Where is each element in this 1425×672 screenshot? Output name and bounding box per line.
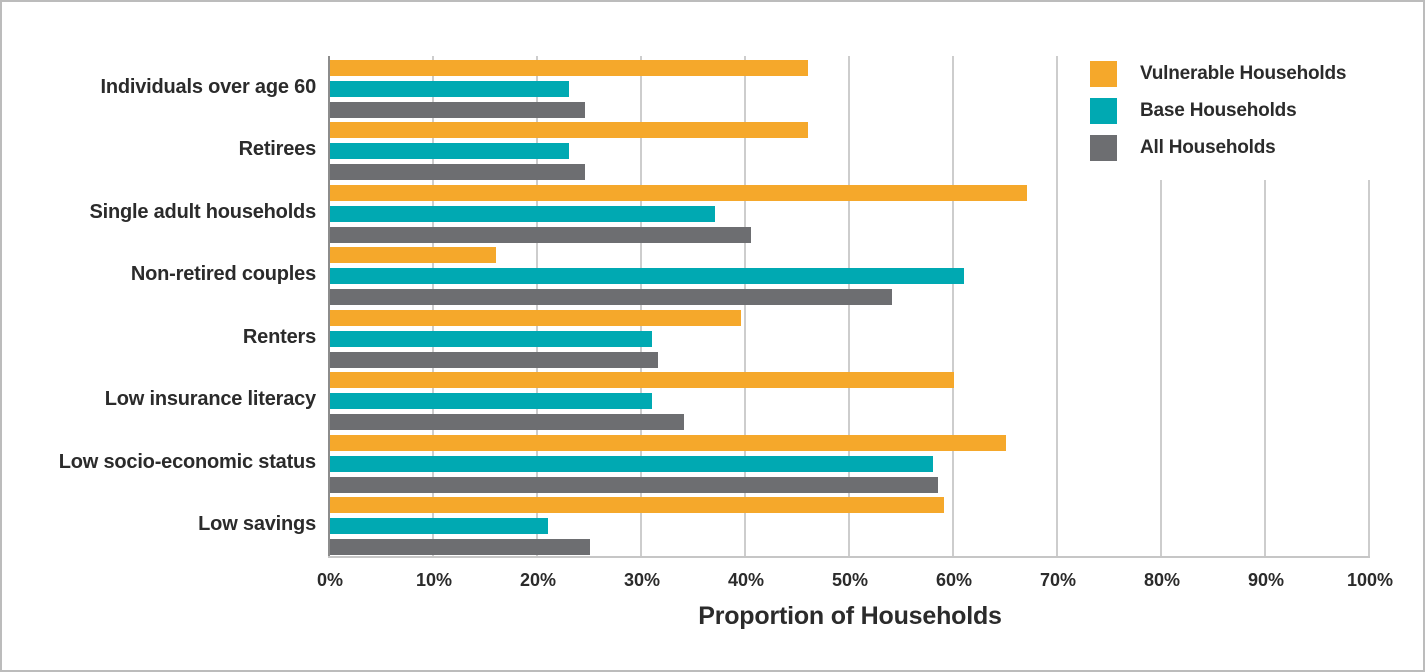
legend-label-vulnerable-households: Vulnerable Households	[1140, 63, 1347, 84]
gridline-80	[1160, 56, 1162, 556]
bar-vulnerable-households-single-adult-households	[330, 184, 1027, 201]
plot-area	[328, 56, 1370, 558]
bar-vulnerable-households-low-insurance-literacy	[330, 372, 954, 388]
x-tick-40: 40%	[727, 570, 765, 590]
bar-all-households-retirees	[330, 164, 585, 180]
category-label-individuals-over-age-60: Individuals over age 60	[100, 75, 317, 98]
x-tick-0: 0%	[316, 570, 344, 590]
category-label-retirees: Retirees	[238, 138, 317, 161]
x-tick-100: 100%	[1346, 570, 1394, 590]
category-label-renters: Renters	[242, 325, 316, 348]
gridline-50	[848, 56, 850, 556]
legend-label-base-households: Base Households	[1140, 100, 1297, 121]
legend-item-vulnerable-households: Vulnerable Households	[1090, 61, 1394, 87]
bar-base-households-non-retired-couples	[330, 268, 965, 284]
gridline-90	[1264, 56, 1266, 556]
bar-base-households-single-adult-households	[330, 205, 715, 222]
x-tick-30: 30%	[623, 570, 661, 590]
bar-base-households-renters	[330, 330, 653, 347]
bar-vulnerable-households-low-savings	[330, 497, 944, 513]
gridline-30	[640, 56, 642, 556]
bar-vulnerable-households-non-retired-couples	[330, 247, 497, 263]
bar-base-households-low-insurance-literacy	[330, 393, 653, 409]
legend-label-all-households: All Households	[1140, 137, 1276, 158]
x-axis-tick-labels: 0% 10% 20% 30% 40% 50% 60% 70% 80% 90% 100%	[317, 570, 1393, 594]
gridline-70	[1056, 56, 1058, 556]
bar-all-households-low-socio-economic-status	[330, 476, 939, 493]
bar-base-households-low-savings	[330, 518, 549, 534]
bar-base-households-individuals-over-age-60	[330, 80, 570, 97]
category-label-single-adult-households: Single adult households	[89, 200, 316, 223]
category-label-low-insurance-literacy: Low insurance literacy	[104, 388, 316, 411]
legend-swatch-all-households	[1090, 135, 1117, 161]
x-tick-60: 60%	[935, 570, 973, 590]
bar-all-households-non-retired-couples	[330, 289, 892, 305]
bar-base-households-low-socio-economic-status	[330, 455, 934, 472]
bar-base-households-retirees	[330, 143, 570, 159]
legend-item-all-households: All Households	[1090, 135, 1394, 161]
x-tick-20: 20%	[519, 570, 557, 590]
x-tick-80: 80%	[1143, 570, 1181, 590]
gridline-0	[328, 56, 330, 556]
gridline-60	[952, 56, 954, 556]
y-axis-category-labels: Individuals over age 60 Retirees Single ad…	[10, 56, 316, 556]
bar-all-households-low-insurance-literacy	[330, 414, 684, 430]
bar-all-households-individuals-over-age-60	[330, 101, 585, 118]
x-axis-title: Proportion of Households	[698, 602, 1002, 630]
x-tick-50: 50%	[831, 570, 869, 590]
bar-all-households-single-adult-households	[330, 226, 752, 243]
bar-vulnerable-households-individuals-over-age-60	[330, 59, 809, 76]
gridline-40	[744, 56, 746, 556]
legend: Vulnerable Households Base Households All …	[1082, 52, 1394, 180]
gridline-10	[432, 56, 434, 556]
category-label-low-socio-economic-status: Low socio-economic status	[58, 450, 316, 473]
category-label-low-savings: Low savings	[198, 513, 316, 536]
legend-item-base-households: Base Households	[1090, 98, 1394, 124]
bar-all-households-low-savings	[330, 539, 590, 555]
gridline-20	[536, 56, 538, 556]
legend-swatch-vulnerable-households	[1090, 61, 1117, 87]
bar-vulnerable-households-retirees	[330, 122, 809, 138]
x-tick-10: 10%	[415, 570, 453, 590]
x-tick-70: 70%	[1039, 570, 1077, 590]
bar-vulnerable-households-low-socio-economic-status	[330, 434, 1006, 451]
gridline-100	[1368, 56, 1370, 556]
legend-swatch-base-households	[1090, 98, 1117, 124]
category-label-non-retired-couples: Non-retired couples	[130, 263, 316, 286]
bar-vulnerable-households-renters	[330, 309, 741, 326]
x-axis-line	[328, 556, 1370, 558]
x-tick-90: 90%	[1247, 570, 1285, 590]
bar-all-households-renters	[330, 351, 658, 368]
